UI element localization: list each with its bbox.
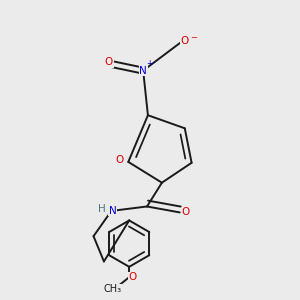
Text: O: O <box>182 207 190 218</box>
Text: O: O <box>105 57 113 67</box>
Text: O: O <box>128 272 136 282</box>
Text: O: O <box>180 36 188 46</box>
Text: −: − <box>190 33 197 42</box>
Text: +: + <box>146 59 153 68</box>
Text: N: N <box>109 206 117 216</box>
Text: CH₃: CH₃ <box>104 284 122 294</box>
Text: H: H <box>98 204 106 214</box>
Text: N: N <box>139 66 147 76</box>
Text: O: O <box>116 154 124 164</box>
